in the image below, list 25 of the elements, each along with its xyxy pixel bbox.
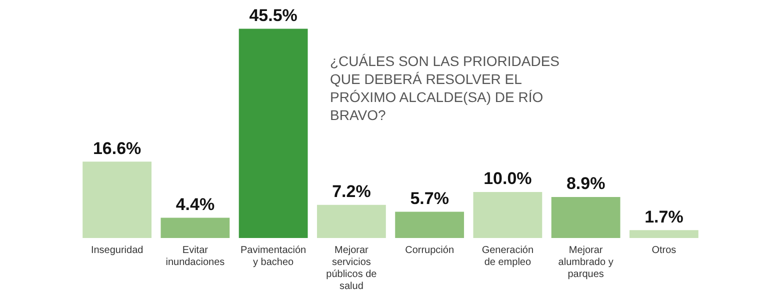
bar	[316, 204, 386, 238]
data-label: 8.9%	[566, 174, 606, 194]
x-tick-label: Generación de empleo	[482, 244, 534, 268]
data-label: 7.2%	[332, 182, 371, 202]
bar	[238, 28, 308, 238]
x-tick-label: Evitar inundaciones	[166, 244, 225, 268]
x-tick-label: Inseguridad	[90, 244, 144, 256]
x-tick-label: Otros	[652, 244, 676, 256]
bar	[551, 197, 620, 238]
x-tick-label: Corrupción	[405, 244, 454, 256]
x-tick-label: Mejorar servicios públicos de salud	[326, 244, 378, 292]
x-tick-label: Mejorar alumbrado y parques	[558, 244, 614, 280]
bar	[395, 212, 464, 238]
data-label: 16.6%	[92, 138, 142, 158]
bar	[473, 192, 542, 238]
data-label: 4.4%	[176, 194, 215, 214]
data-label: 1.7%	[644, 207, 684, 226]
data-label: 45.5%	[249, 6, 298, 25]
bar	[160, 218, 230, 238]
x-tick-label: Pavimentación y bacheo	[240, 244, 306, 268]
data-label: 5.7%	[410, 188, 449, 208]
data-label: 10.0%	[484, 169, 532, 188]
bar	[82, 162, 152, 238]
bar	[629, 230, 698, 238]
text: ¿CUÁLES SON LAS PRIORIDADES QUE DEBERÁ RESOLVER EL PRÓXIMO ALCALDE(SA) DE RÍO BRAVO?	[330, 52, 561, 124]
